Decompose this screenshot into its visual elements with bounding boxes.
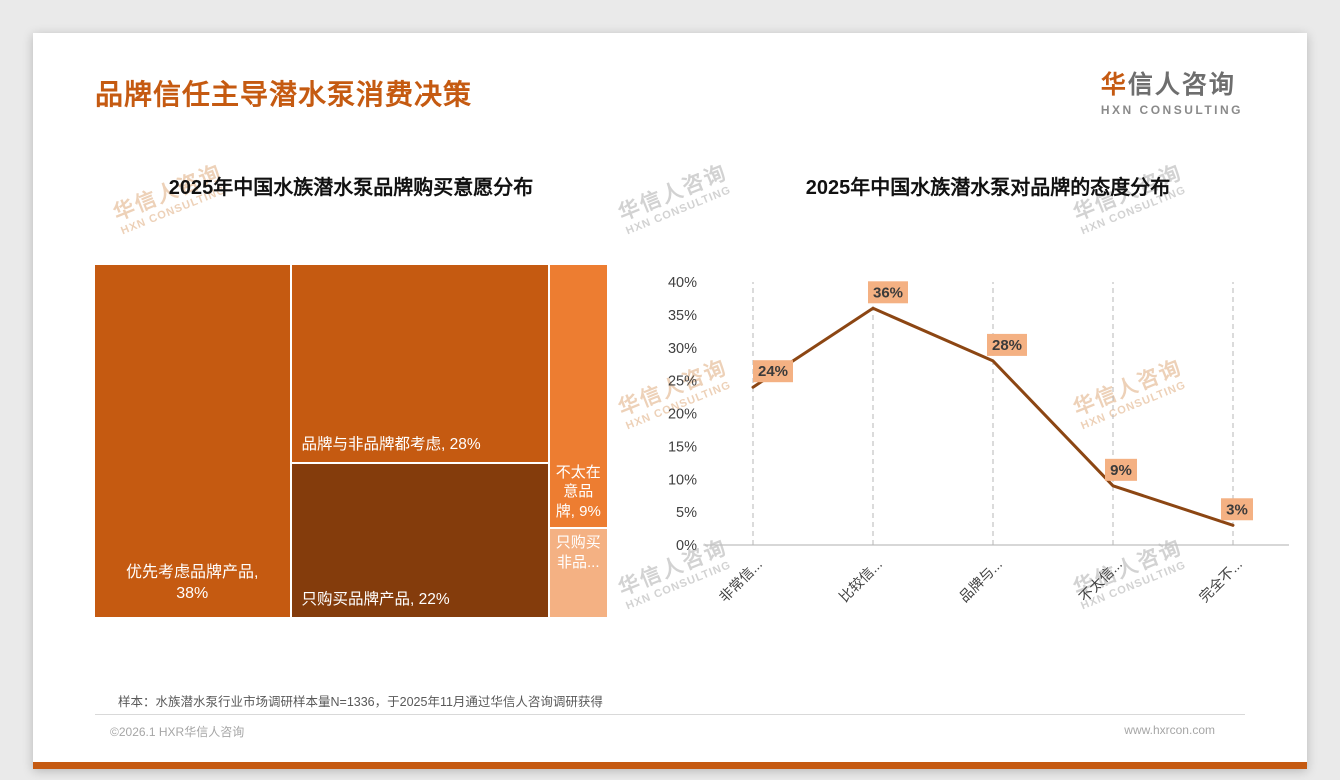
attitude-line-chart: 0% 5% 10% 15% 20% 25% 30% 35% 40% 24% 36% 28% 9% 3% 非常… (633, 248, 1307, 643)
company-logo: 华信人咨询 HXN CONSULTING (1101, 65, 1243, 117)
x-axis-category-label: 比较信... (836, 556, 885, 605)
point-label-bg (987, 333, 1027, 356)
point-label-bg (753, 360, 793, 383)
line-chart-title: 2025年中国水族潜水泵对品牌的态度分布 (805, 177, 1171, 199)
y-axis-tick-label: 35% (668, 308, 697, 324)
copyright-text: ©2026.1 HXR华信人咨询 (110, 725, 245, 739)
logo-accent-char: 华 (1100, 71, 1128, 99)
treemap-label: 品牌与非品牌都考虑, 28% (301, 436, 481, 454)
treemap-block-only-nonbrand: 只购买非品... (549, 529, 607, 617)
treemap-label: 优先考虑品牌产品, 38% (126, 563, 259, 603)
treemap-block-only-brand: 只购买品牌产品, 22% (291, 464, 548, 617)
treemap-label: 只购买非品... (555, 534, 601, 571)
footer-divider (95, 714, 1245, 715)
point-label-bg (1105, 458, 1137, 481)
treemap-block-brand-and-nonbrand: 品牌与非品牌都考虑, 28% (291, 265, 548, 463)
y-axis-tick-label: 20% (668, 407, 697, 423)
treemap-column-mid: 品牌与非品牌都考虑, 28% 只购买品牌产品, 22% (291, 265, 548, 617)
y-axis-tick-label: 25% (668, 374, 697, 390)
treemap-label: 不太在意品牌, 9% (555, 463, 601, 520)
treemap-chart: 优先考虑品牌产品, 38% 品牌与非品牌都考虑, 28% 只购买品牌产品, 22… (95, 265, 607, 617)
point-label: 24% (758, 363, 788, 380)
y-axis-tick-label: 0% (676, 538, 697, 554)
treemap-chart-title: 2025年中国水族潜水泵品牌购买意愿分布 (168, 177, 534, 199)
y-axis-tick-label: 40% (668, 275, 697, 291)
point-label: 3% (1226, 501, 1248, 518)
point-label-bg (868, 281, 908, 304)
point-label-bg (1221, 498, 1253, 521)
logo-cn-text: 华信人咨询 (1101, 65, 1243, 101)
slide: 华信人咨询 HXN CONSULTING 华信人咨询 HXN CONSULTING 华信… (33, 33, 1307, 769)
x-axis-category-label: 不太信... (1076, 556, 1125, 605)
line-chart-svg: 0% 5% 10% 15% 20% 25% 30% 35% 40% 24% 36% 28% 9% 3% 非常… (668, 275, 1289, 605)
y-axis-tick-label: 5% (676, 505, 697, 521)
x-axis-category-label: 品牌与... (956, 556, 1005, 605)
point-label: 9% (1110, 462, 1132, 479)
slide-content: 品牌信任主导潜水泵消费决策 华信人咨询 HXN CONSULTING 2025年… (33, 33, 1307, 769)
logo-cn-rest: 信人咨询 (1127, 71, 1236, 99)
accent-bottom-bar (33, 762, 1307, 769)
point-label: 36% (873, 284, 903, 301)
logo-en-text: HXN CONSULTING (1100, 103, 1243, 117)
treemap-block-prefer-brand: 优先考虑品牌产品, 38% (95, 265, 290, 617)
x-axis-category-label: 完全不... (1196, 556, 1245, 605)
point-label: 28% (992, 337, 1022, 354)
treemap-column-right: 不太在意品牌, 9% 只购买非品... (549, 265, 607, 617)
treemap-label: 只购买品牌产品, 22% (301, 591, 450, 608)
y-axis-tick-label: 10% (668, 472, 697, 488)
line-series (751, 306, 1235, 527)
y-axis-tick-label: 30% (668, 341, 697, 357)
treemap-column-left: 优先考虑品牌产品, 38% (95, 265, 290, 617)
y-axis-tick-label: 15% (668, 439, 697, 455)
page-title: 品牌信任主导潜水泵消费决策 (95, 79, 473, 110)
treemap-block-dont-care: 不太在意品牌, 9% (549, 265, 607, 528)
website-link[interactable]: www.hxrcon.com (1124, 723, 1215, 737)
x-axis-category-label: 非常信... (716, 556, 765, 605)
sample-note: 样本：水族潜水泵行业市场调研样本量N=1336，于2025年11月通过华信人咨询… (118, 695, 603, 709)
